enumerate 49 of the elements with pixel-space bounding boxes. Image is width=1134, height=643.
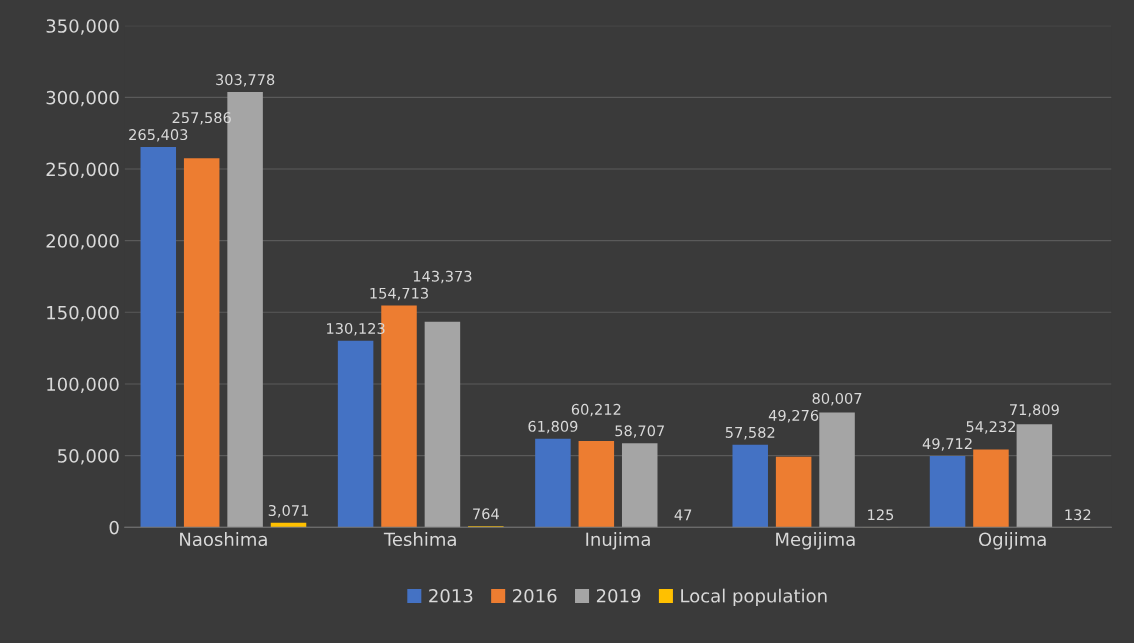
data-label: 57,582 — [725, 426, 775, 440]
x-tick-label: Ogijima — [978, 532, 1046, 550]
y-tick-label: 200,000 — [46, 234, 119, 250]
data-label: 132 — [1065, 509, 1091, 521]
legend-label: Local population — [681, 588, 827, 607]
bar — [424, 321, 461, 528]
bar — [621, 443, 658, 528]
bar — [732, 444, 768, 528]
bar — [183, 158, 220, 528]
data-label: 764 — [473, 508, 499, 520]
x-tick-label: Teshima — [383, 532, 456, 547]
data-label: 143,373 — [413, 270, 472, 284]
y-tick-label: 50,000 — [58, 449, 119, 465]
bar — [535, 438, 571, 528]
x-tick-label: Naoshima — [180, 532, 267, 547]
data-label: 303,778 — [216, 74, 275, 87]
data-label: 71,809 — [1010, 404, 1059, 417]
bar — [578, 440, 615, 528]
x-tick-label: Megijima — [776, 532, 855, 550]
data-label: 49,712 — [922, 438, 972, 451]
y-tick-label: 100,000 — [47, 377, 119, 393]
data-label: 49,276 — [768, 409, 819, 423]
bar — [819, 412, 855, 528]
legend-label: 2019 — [596, 588, 641, 603]
y-tick-label: 300,000 — [46, 90, 119, 107]
data-label: 265,403 — [129, 129, 188, 142]
legend-label: 2013 — [429, 588, 473, 603]
y-tick-label: 350,000 — [46, 19, 119, 35]
y-tick-label: 250,000 — [46, 162, 119, 178]
data-label: 80,007 — [812, 392, 862, 406]
bar — [973, 449, 1009, 528]
bar — [270, 522, 307, 528]
y-tick-label: 0 — [109, 520, 119, 535]
bar — [140, 146, 177, 528]
bar — [929, 456, 966, 528]
bar — [775, 456, 812, 528]
bar — [1016, 424, 1053, 528]
data-label: 58,707 — [615, 425, 664, 438]
y-tick-label: 150,000 — [47, 305, 119, 322]
data-label: 61,809 — [528, 420, 578, 434]
data-label: 154,713 — [370, 287, 428, 301]
data-label: 125 — [868, 509, 894, 521]
legend-label: 2016 — [513, 588, 557, 603]
bar — [337, 340, 374, 528]
data-label: 47 — [674, 509, 692, 521]
x-tick-label: Inujima — [586, 532, 650, 550]
data-label: 60,212 — [571, 403, 621, 417]
data-label: 3,071 — [268, 505, 309, 518]
data-label: 54,232 — [966, 421, 1016, 434]
